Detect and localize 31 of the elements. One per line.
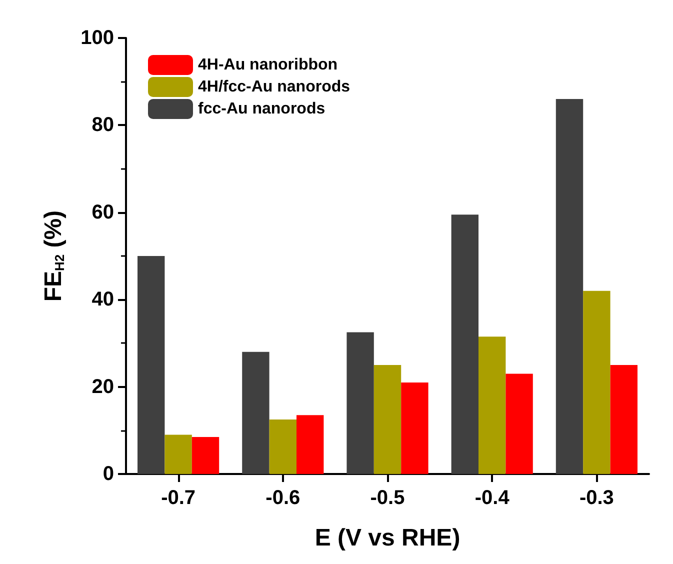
legend-label: 4H/fcc-Au nanorods	[198, 78, 350, 96]
bar	[401, 382, 428, 474]
legend-label: fcc-Au nanorods	[198, 100, 326, 118]
y-axis-title: FEH2 (%)	[40, 210, 67, 302]
x-tick-label: -0.4	[474, 487, 510, 509]
y-tick-label: 80	[92, 114, 114, 136]
x-tick-label: -0.6	[266, 487, 300, 509]
bar	[583, 290, 610, 474]
bar	[556, 99, 584, 474]
bar	[451, 214, 478, 474]
bar	[346, 332, 374, 474]
bar	[374, 365, 402, 474]
bar	[506, 374, 533, 474]
bar	[164, 434, 192, 474]
y-tick-label: 100	[80, 27, 114, 49]
bar	[138, 256, 165, 474]
x-tick-label: -0.3	[579, 487, 614, 509]
x-tick-label: -0.7	[161, 487, 196, 509]
y-tick-label: 0	[102, 463, 114, 485]
y-tick-label: 20	[92, 376, 114, 398]
bar	[296, 415, 324, 474]
bar	[242, 352, 270, 474]
y-tick-label: 60	[92, 201, 114, 224]
legend-label: 4H-Au nanoribbon	[198, 56, 338, 74]
x-tick-label: -0.5	[370, 487, 405, 509]
bar	[269, 420, 296, 474]
x-axis-title: E (V vs RHE)	[314, 524, 460, 552]
bar	[192, 436, 220, 474]
bar	[610, 365, 638, 474]
bar	[478, 336, 506, 474]
y-tick-label: 40	[92, 288, 114, 311]
